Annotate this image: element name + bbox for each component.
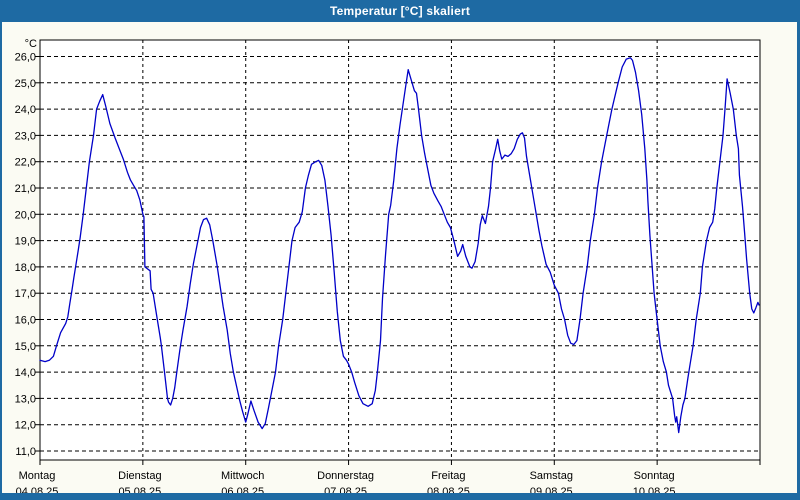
y-tick-label: 15,0	[15, 341, 36, 353]
x-date-label: 06.08.25	[221, 486, 264, 493]
x-date-label: 09.08.25	[530, 486, 573, 493]
y-tick-label: 21,0	[15, 183, 36, 195]
y-tick-label: 20,0	[15, 209, 36, 221]
x-day-label: Montag	[19, 470, 56, 482]
y-tick-label: 16,0	[15, 315, 36, 327]
x-date-label: 07.08.25	[324, 486, 367, 493]
x-day-label: Samstag	[530, 470, 573, 482]
temperature-chart: °C 26,0 25,0 24,0 23,0 22,0 21,0 20,0 19,0 18,0 17…	[15, 38, 761, 493]
y-tick-label: 12,0	[15, 420, 36, 432]
x-day-label: Donnerstag	[317, 470, 374, 482]
x-date-label: 04.08.25	[16, 486, 59, 493]
x-date-label: 10.08.25	[633, 486, 676, 493]
chart-content-area: °C 26,0 25,0 24,0 23,0 22,0 21,0 20,0 19,0 18,0 17…	[2, 22, 797, 493]
y-axis-unit-label: °C	[25, 38, 37, 50]
y-tick-label: 17,0	[15, 288, 36, 300]
y-tick-label: 25,0	[15, 78, 36, 90]
x-day-label: Sonntag	[634, 470, 675, 482]
x-day-label: Freitag	[431, 470, 465, 482]
plot-area	[39, 39, 761, 461]
y-tick-label: 13,0	[15, 393, 36, 405]
window-titlebar[interactable]: Temperatur [°C] skaliert	[0, 0, 800, 22]
temperature-series-line	[39, 57, 760, 434]
y-tick-label: 24,0	[15, 104, 36, 116]
window-title: Temperatur [°C] skaliert	[329, 4, 471, 18]
y-tick-label: 11,0	[15, 446, 36, 458]
x-day-label: Dienstag	[118, 470, 161, 482]
y-tick-label: 23,0	[15, 130, 36, 142]
x-date-label: 08.08.25	[427, 486, 470, 493]
y-tick-label: 19,0	[15, 236, 36, 248]
y-tick-label: 26,0	[15, 52, 36, 64]
y-tick-label: 14,0	[15, 367, 36, 379]
y-tick-label: 22,0	[15, 157, 36, 169]
x-date-label: 05.08.25	[118, 486, 161, 493]
y-tick-label: 18,0	[15, 262, 36, 274]
x-day-label: Mittwoch	[221, 470, 264, 482]
